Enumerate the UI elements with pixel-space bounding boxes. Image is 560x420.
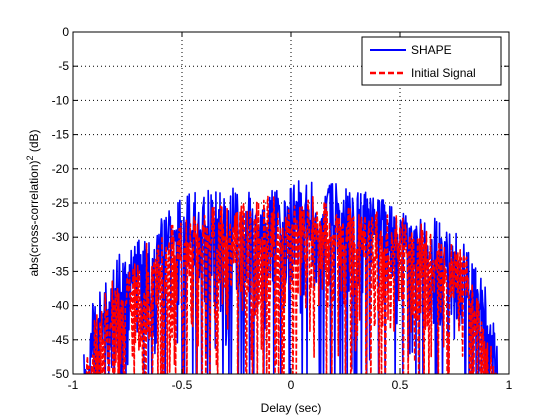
legend-label-shape: SHAPE: [411, 43, 452, 57]
ticks: -1 -0.5 0 0.5 1 0 -5 -10 -15 -20 -25 -30 -35 -40 -45 -5…: [52, 25, 513, 392]
x-tick-label: -0.5: [172, 378, 193, 392]
x-axis-title: Delay (sec): [261, 401, 322, 415]
x-tick-label: 1: [506, 378, 513, 392]
y-tick-label: -35: [52, 264, 70, 278]
y-tick-label: -45: [52, 333, 70, 347]
y-tick-label: -5: [58, 59, 69, 73]
y-tick-label: -10: [52, 93, 70, 107]
legend: SHAPE Initial Signal: [361, 36, 502, 86]
y-axis-title-superscript: 2: [25, 155, 35, 160]
y-tick-label: -50: [52, 367, 70, 381]
y-tick-label: -15: [52, 128, 70, 142]
y-axis-title-unit: (dB): [27, 129, 41, 155]
legend-label-initial-signal: Initial Signal: [411, 66, 476, 80]
legend-box: [361, 36, 502, 86]
y-tick-label: 0: [62, 25, 69, 39]
y-tick-label: -40: [52, 299, 70, 313]
y-tick-label: -30: [52, 230, 70, 244]
x-tick-label: 0: [288, 378, 295, 392]
y-tick-label: -25: [52, 196, 70, 210]
y-tick-label: -20: [52, 162, 70, 176]
series-layer: [83, 180, 499, 374]
x-tick-label: -1: [68, 378, 79, 392]
y-axis-title: abs(cross-correlation)2 (dB): [25, 129, 41, 276]
y-axis-title-main: abs(cross-correlation): [27, 160, 41, 276]
x-tick-label: 0.5: [392, 378, 409, 392]
series-line-initial-signal: [85, 195, 497, 374]
